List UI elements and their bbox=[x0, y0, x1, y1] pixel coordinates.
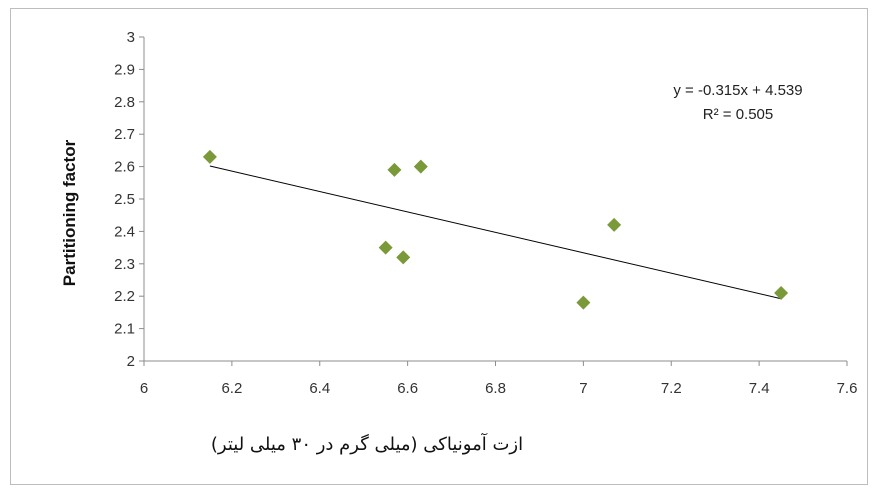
y-tick-label: 2.1 bbox=[114, 321, 135, 338]
y-tick-label: 2.2 bbox=[114, 288, 135, 305]
x-tick-label: 7 bbox=[579, 380, 587, 397]
y-tick-label: 2.4 bbox=[114, 223, 135, 240]
data-points bbox=[202, 149, 789, 310]
data-point bbox=[378, 240, 393, 255]
data-point bbox=[396, 250, 411, 265]
data-point bbox=[413, 159, 428, 174]
data-point bbox=[202, 149, 217, 164]
y-tick-label: 2.9 bbox=[114, 61, 135, 78]
scatter-chart: 2 2.1 2.2 2.3 2.4 2.5 2.6 2.7 2.8 2.9 3 6 6.2 6.4 6.6 6… bbox=[60, 29, 857, 455]
data-point bbox=[774, 285, 789, 300]
trendline-group bbox=[209, 165, 782, 300]
x-tick-label: 6 bbox=[140, 380, 148, 397]
trendline bbox=[209, 165, 782, 300]
r-squared-label: R² = 0.505 bbox=[703, 106, 773, 123]
trendline-equation: y = -0.315x + 4.539 bbox=[673, 82, 802, 99]
y-tick-label: 2.5 bbox=[114, 191, 135, 208]
x-tick-label: 6.2 bbox=[221, 380, 242, 397]
x-tick-label: 7.2 bbox=[661, 380, 682, 397]
y-tick-label: 2.3 bbox=[114, 256, 135, 273]
data-point bbox=[576, 295, 591, 310]
x-tick-label: 6.6 bbox=[397, 380, 418, 397]
x-tick-label: 7.6 bbox=[837, 380, 858, 397]
x-tick-label: 7.4 bbox=[749, 380, 770, 397]
x-tick-label: 6.4 bbox=[309, 380, 330, 397]
chart-frame: 2 2.1 2.2 2.3 2.4 2.5 2.6 2.7 2.8 2.9 3 6 6.2 6.4 6.6 6… bbox=[10, 8, 868, 485]
axes bbox=[139, 36, 848, 366]
y-axis-label: Partitioning factor bbox=[60, 139, 79, 286]
y-tick-label: 2 bbox=[127, 353, 135, 370]
x-tick-label: 6.8 bbox=[485, 380, 506, 397]
data-point bbox=[387, 162, 402, 177]
y-tick-label: 2.7 bbox=[114, 126, 135, 143]
y-tick-label: 3 bbox=[127, 29, 135, 46]
x-axis-label: ازت آمونیاکی (میلی گرم در ۳۰ میلی لیتر) bbox=[211, 432, 523, 455]
tick-labels: 2 2.1 2.2 2.3 2.4 2.5 2.6 2.7 2.8 2.9 3 6 6.2 6.4 6.6 6… bbox=[114, 29, 857, 397]
y-tick-label: 2.6 bbox=[114, 159, 135, 176]
y-tick-label: 2.8 bbox=[114, 94, 135, 111]
data-point bbox=[607, 217, 622, 232]
